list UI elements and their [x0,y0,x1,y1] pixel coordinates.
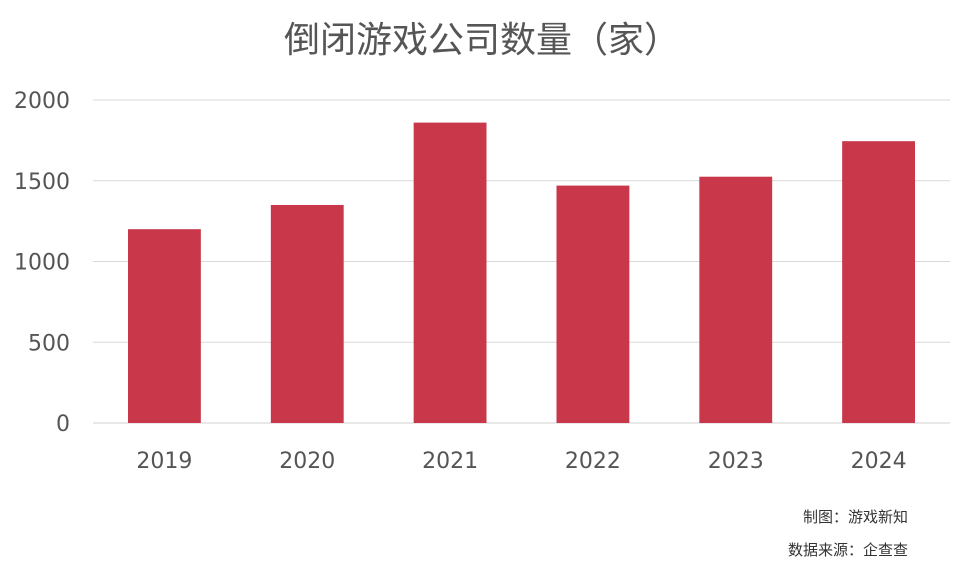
x-tick-label: 2021 [422,449,478,474]
y-tick-label: 1000 [14,251,70,276]
bar-2024 [842,141,916,423]
y-axis-ticks: 0 500 1000 1500 2000 [14,89,70,437]
x-axis-ticks: 2019 2020 2021 2022 2023 2024 [136,449,906,474]
x-tick-label: 2022 [565,449,621,474]
x-tick-label: 2024 [851,449,907,474]
y-tick-label: 500 [28,331,70,356]
chart-title: 倒闭游戏公司数量（家） [284,20,680,61]
bar-2019 [127,229,201,423]
chart-credit: 制图：游戏新知 [803,508,908,526]
bar-2023 [699,176,773,423]
x-tick-label: 2020 [279,449,335,474]
y-tick-label: 2000 [14,89,70,114]
data-source: 数据来源：企查查 [788,541,908,559]
y-tick-label: 0 [56,412,70,437]
y-tick-label: 1500 [14,170,70,195]
x-tick-label: 2019 [136,449,192,474]
bars [127,122,916,424]
gridlines [93,99,950,424]
bar-2022 [556,185,630,423]
bar-2021 [413,122,487,424]
x-tick-label: 2023 [708,449,764,474]
bar-2020 [270,204,344,423]
